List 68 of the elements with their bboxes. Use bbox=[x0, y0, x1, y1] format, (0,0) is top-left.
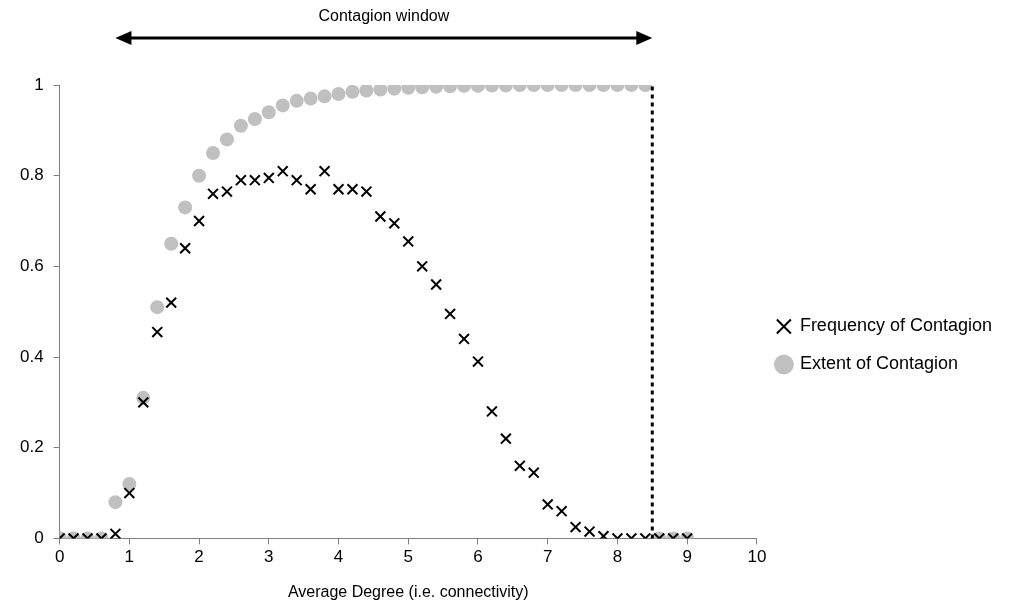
point bbox=[219, 132, 234, 147]
text: Contagion window bbox=[318, 7, 450, 25]
point bbox=[262, 172, 275, 184]
point bbox=[206, 146, 221, 161]
point bbox=[359, 85, 374, 98]
point bbox=[317, 89, 332, 104]
point bbox=[179, 242, 192, 255]
point bbox=[290, 174, 303, 187]
y-tick-label: 0 bbox=[34, 528, 44, 548]
point bbox=[247, 112, 262, 127]
x-tick-label: 1 bbox=[124, 547, 135, 567]
point bbox=[430, 278, 443, 291]
x-tick-label: 0 bbox=[54, 547, 65, 567]
y-tick-label: 0.8 bbox=[19, 165, 44, 185]
point bbox=[458, 332, 470, 345]
point bbox=[234, 174, 247, 187]
point bbox=[374, 210, 387, 223]
point bbox=[151, 326, 164, 339]
point bbox=[485, 405, 498, 418]
point bbox=[331, 87, 346, 102]
point bbox=[304, 183, 317, 196]
x-tick-label: 5 bbox=[403, 547, 413, 567]
point bbox=[248, 174, 261, 187]
point bbox=[402, 235, 415, 248]
point bbox=[527, 466, 540, 479]
point bbox=[472, 355, 484, 368]
x-tick-label: 10 bbox=[747, 547, 767, 567]
point bbox=[122, 476, 137, 491]
y-tick-label: 0.6 bbox=[19, 256, 44, 276]
point bbox=[360, 185, 373, 198]
point bbox=[164, 236, 179, 251]
point bbox=[416, 260, 429, 273]
x-tick-label: 7 bbox=[542, 547, 553, 567]
x-tick-label: 9 bbox=[682, 547, 692, 567]
x-tick-label: 2 bbox=[194, 547, 204, 567]
x-axis-title: Average Degree (i.e. connectivity) bbox=[287, 582, 529, 600]
x-tick-label: 6 bbox=[473, 547, 483, 567]
point bbox=[192, 168, 207, 183]
point bbox=[388, 217, 401, 230]
point bbox=[346, 183, 359, 196]
legend-label: Frequency of Contagion bbox=[799, 315, 992, 336]
x-tick-label: 4 bbox=[333, 547, 344, 567]
point bbox=[276, 165, 289, 178]
point bbox=[345, 85, 360, 99]
point bbox=[275, 98, 290, 113]
point bbox=[303, 91, 318, 106]
point bbox=[444, 308, 457, 320]
point bbox=[221, 185, 233, 198]
y-tick-label: 1 bbox=[34, 74, 44, 94]
point bbox=[165, 296, 178, 309]
point bbox=[150, 300, 165, 315]
y-tick-label: 0.4 bbox=[19, 346, 44, 366]
y-tick-label: 0.2 bbox=[19, 437, 44, 457]
point bbox=[233, 118, 248, 133]
x-tick-label: 3 bbox=[264, 547, 274, 567]
point bbox=[261, 105, 276, 120]
point bbox=[499, 432, 512, 445]
point bbox=[178, 200, 193, 215]
legend-label: Extent of Contagion bbox=[799, 353, 958, 374]
point bbox=[193, 215, 206, 227]
x-tick-label: 8 bbox=[612, 547, 623, 567]
point bbox=[318, 165, 331, 178]
point bbox=[513, 459, 526, 472]
point bbox=[332, 183, 345, 196]
point bbox=[207, 187, 219, 200]
point bbox=[137, 396, 150, 409]
point bbox=[373, 85, 388, 97]
point bbox=[109, 527, 122, 539]
